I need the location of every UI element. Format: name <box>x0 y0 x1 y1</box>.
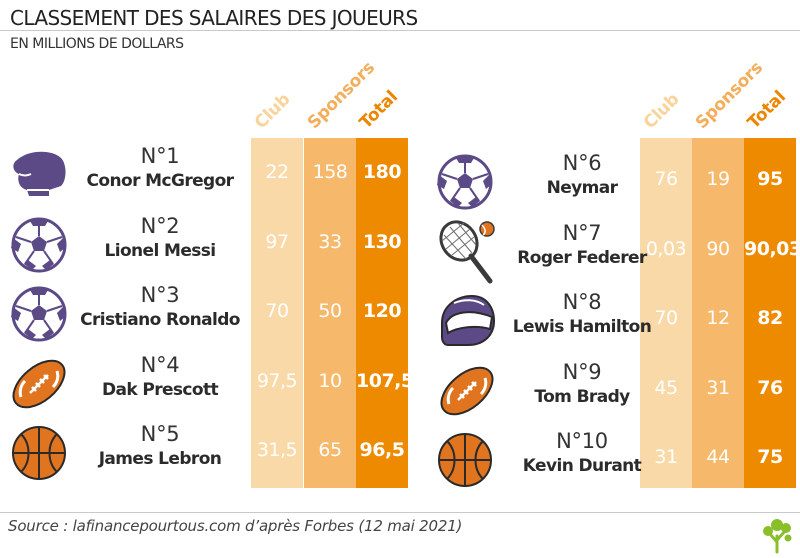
value-total: 90,03 <box>744 237 800 260</box>
player-name: Roger Federer <box>517 247 647 268</box>
player-name: Conor McGregor <box>86 171 235 191</box>
value-sponsors: 65 <box>318 439 342 461</box>
value-total: 95 <box>757 168 783 190</box>
player-rank: N°7 <box>562 220 602 245</box>
footer-divider <box>0 512 800 513</box>
column-header-total: Total <box>743 87 790 133</box>
basketball-icon <box>436 431 494 493</box>
player-rank: N°2 <box>140 213 180 238</box>
player-name: Neymar <box>546 178 618 198</box>
column-header-club: Club <box>639 89 684 133</box>
american-football-icon <box>436 362 498 424</box>
player-rank: N°4 <box>140 352 180 377</box>
player-rank: N°10 <box>556 429 608 453</box>
value-total: 76 <box>757 376 783 399</box>
value-total: 130 <box>362 230 402 253</box>
column-bg-sponsors <box>304 138 356 488</box>
chart-subtitle: EN MILLIONS DE DOLLARS <box>10 36 184 52</box>
chart-title: CLASSEMENT DES SALAIRES DES JOUEURS <box>10 6 418 30</box>
tree-logo <box>758 516 796 558</box>
column-bg-sponsors <box>692 138 744 488</box>
american-football-icon <box>8 355 70 417</box>
boxing-glove-icon <box>9 150 69 204</box>
value-total: 120 <box>362 300 402 322</box>
value-club: 70 <box>265 300 289 322</box>
value-club: 45 <box>654 376 678 399</box>
value-club: 31 <box>654 446 678 468</box>
value-total: 107,5 <box>356 369 414 392</box>
column-bg-club <box>251 138 303 488</box>
soccer-ball-icon <box>10 285 68 347</box>
player-rank: N°9 <box>562 359 602 384</box>
player-name: Lionel Messi <box>104 240 216 261</box>
value-club: 0,03 <box>645 237 687 260</box>
value-total: 82 <box>757 307 783 329</box>
basketball-icon <box>10 424 68 486</box>
value-club: 70 <box>654 307 678 329</box>
racing-helmet-icon <box>436 293 498 353</box>
value-club: 22 <box>265 161 289 183</box>
player-rank: N°8 <box>562 290 602 314</box>
value-sponsors: 10 <box>318 369 342 392</box>
value-sponsors: 33 <box>318 230 342 253</box>
player-rank: N°3 <box>140 283 180 307</box>
soccer-ball-icon <box>10 216 68 278</box>
player-name: Cristiano Ronaldo <box>80 310 240 330</box>
value-sponsors: 19 <box>706 168 730 190</box>
player-name: Tom Brady <box>534 386 630 407</box>
value-total: 75 <box>757 446 783 468</box>
source-note: Source : lafinancepourtous.com d’après F… <box>8 517 463 535</box>
value-sponsors: 158 <box>312 161 348 183</box>
value-club: 97 <box>265 230 289 253</box>
value-club: 31,5 <box>256 439 298 461</box>
value-sponsors: 31 <box>706 376 730 399</box>
value-club: 76 <box>654 168 678 190</box>
player-name: Kevin Durant <box>522 456 642 476</box>
value-sponsors: 44 <box>706 446 730 468</box>
player-rank: N°5 <box>140 422 180 446</box>
title-divider <box>0 30 800 31</box>
player-name: Dak Prescott <box>101 379 219 400</box>
value-club: 97,5 <box>256 369 298 392</box>
value-sponsors: 50 <box>318 300 342 322</box>
value-total: 180 <box>362 161 402 183</box>
column-bg-club <box>640 138 692 488</box>
player-name: James Lebron <box>98 449 222 469</box>
column-header-club: Club <box>250 89 295 133</box>
column-header-total: Total <box>355 87 402 133</box>
soccer-ball-icon <box>436 153 494 215</box>
value-total: 96,5 <box>359 439 405 461</box>
tennis-racket-icon <box>436 219 498 289</box>
column-bg-total <box>356 138 408 488</box>
player-rank: N°6 <box>562 151 602 175</box>
value-sponsors: 90 <box>706 237 730 260</box>
player-rank: N°1 <box>140 144 180 168</box>
value-sponsors: 12 <box>706 307 730 329</box>
column-bg-total <box>744 138 796 488</box>
player-name: Lewis Hamilton <box>512 317 652 337</box>
